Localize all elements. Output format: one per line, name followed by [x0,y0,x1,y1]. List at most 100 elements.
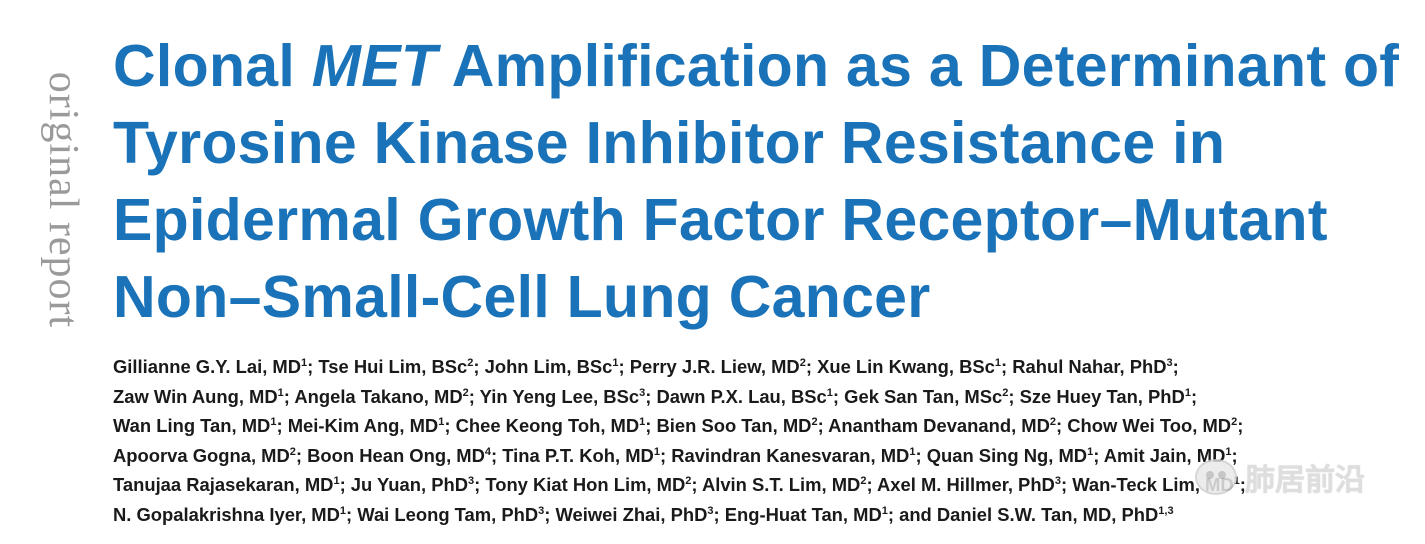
author-affiliation: 1 [438,416,445,429]
author-affiliation: 4 [484,445,492,458]
author-affiliation: 1 [270,416,277,429]
author-separator: ; [645,415,657,437]
author-affiliation: 2 [799,356,806,369]
author-name: Wan Ling Tan, MD [113,415,271,437]
wechat-icon [1195,459,1237,495]
author-affiliation: 3 [1054,475,1061,488]
author-affiliation: 2 [1231,416,1238,429]
author-separator: ; [1231,444,1238,466]
watermark-text: 肺居前沿 [1245,463,1365,498]
author-name: Boon Hean Ong, MD [307,444,485,466]
author-separator: ; [1190,385,1198,407]
author-name: Eng-Huat Tan, MD [724,503,882,525]
author-separator: ; [1056,415,1068,437]
author-affiliation: 1 [277,386,284,399]
author-separator: ; [491,444,503,466]
author-affiliation: 1 [1087,445,1094,458]
author-name: Chow Wei Too, MD [1067,415,1232,437]
author-affiliation: 1 [881,504,888,517]
author-name: Apoorva Gogna, MD [113,444,290,466]
author-affiliation: 2 [467,356,474,369]
author-name: Anantham Devanand, MD [828,415,1050,437]
author-separator: ; [283,385,295,407]
author-name: Axel M. Hillmer, PhD [877,474,1055,496]
author-separator: ; [659,444,672,466]
author-separator: ; [1239,474,1246,496]
author-name: Chee Keong Toh, MD [455,415,640,437]
author-name: Weiwei Zhai, PhD [555,503,708,525]
author-name: Ravindran Kanesvaran, MD [671,444,910,466]
author-name: Wan-Teck Lim, MD [1072,474,1234,496]
title-line-1: Clonal MET Amplification as a Determinan… [113,33,1400,99]
author-name: Tony Kiat Hon Lim, MD [485,474,686,496]
author-affiliation: 1 [1225,445,1232,458]
author-separator: ; [1172,356,1179,377]
title-line-3: Epidermal Growth Factor Receptor–Mutant [113,187,1328,253]
author-affiliation: 3 [538,504,545,517]
author-affiliation: 1 [826,386,833,399]
author-separator: ; [1060,474,1073,496]
author-name: Mei-Kim Ang, MD [287,415,439,437]
author-name: Ju Yuan, PhD [350,474,468,496]
author-name: Yin Yeng Lee, BSc [479,385,640,407]
author-line: Gillianne G.Y. Lai, MD1; Tse Hui Lim, BS… [113,352,1413,382]
author-list: Gillianne G.Y. Lai, MD1; Tse Hui Lim, BS… [113,352,1413,530]
author-affiliation: 2 [860,475,867,488]
title-line-4: Non–Small-Cell Lung Cancer [113,264,931,330]
title-gene-name: MET [311,33,438,99]
author-name: Alvin S.T. Lim, MD [701,474,861,496]
author-separator: ; [1237,415,1244,437]
author-name: Angela Takano, MD [294,385,463,407]
author-name: N. Gopalakrishna Iyer, MD [113,503,340,525]
author-separator: ; [1001,356,1013,377]
author-affiliation: 1 [301,356,308,369]
author-separator: ; [691,474,702,496]
author-separator: ; [887,503,900,525]
author-affiliation: 2 [289,445,296,458]
author-affiliation: 1 [653,445,660,458]
author-name: Dawn P.X. Lau, BSc [656,385,827,407]
author-affiliation: 1 [612,356,619,369]
author-name: Amit Jain, MD [1103,444,1226,466]
author-separator: ; [805,356,818,377]
author-name: Quan Sing Ng, MD [926,444,1088,466]
author-name: Tse Hui Lim, BSc [318,356,468,377]
author-separator: ; [713,503,725,525]
author-affiliation: 1 [639,416,646,429]
author-name: Xue Lin Kwang, BSc [817,356,995,377]
author-separator: ; [339,474,351,496]
author-affiliation: 1 [333,475,340,488]
author-separator: ; [307,356,319,377]
author-affiliation: 2 [1049,416,1057,429]
author-line: Wan Ling Tan, MD1; Mei-Kim Ang, MD1; Che… [113,411,1413,441]
author-separator: ; [295,444,308,466]
author-name: Rahul Nahar, PhD [1012,356,1167,377]
author-affiliation: 1 [339,504,347,517]
author-separator: ; [346,503,358,525]
author-affiliation: 1 [1233,475,1240,488]
author-name: Tina P.T. Koh, MD [502,444,654,466]
title-line-2: Tyrosine Kinase Inhibitor Resistance in [113,110,1226,176]
author-affiliation: 3 [1166,356,1173,369]
author-affiliation: 1 [909,445,916,458]
author-name: Gek San Tan, MSc [844,385,1003,407]
author-affiliation: 2 [1002,386,1009,399]
author-separator: ; [817,415,829,437]
article-title: Clonal MET Amplification as a Determinan… [113,28,1403,336]
watermark: 肺居前沿 [1195,455,1365,499]
author-name: Gillianne G.Y. Lai, MD [113,356,302,377]
author-separator: ; [473,356,485,377]
author-separator: ; [468,385,480,407]
author-affiliation: 1 [994,356,1001,369]
author-name: Sze Huey Tan, PhD [1019,385,1185,407]
author-separator: ; [866,474,878,496]
author-line: N. Gopalakrishna Iyer, MD1; Wai Leong Ta… [113,500,1413,530]
author-separator: ; [1008,385,1020,407]
author-affiliation: 2 [685,475,692,488]
article-type-label: original report [18,40,108,360]
author-separator: ; [915,444,927,466]
author-name: Bien Soo Tan, MD [656,415,812,437]
author-separator: ; [832,385,845,407]
author-affiliation: 2 [462,386,469,399]
author-affiliation: 2 [811,416,818,429]
